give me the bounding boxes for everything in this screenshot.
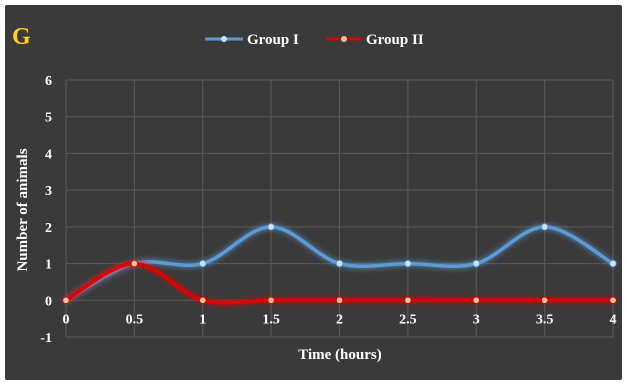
y-tick-label: -1 <box>40 331 52 346</box>
series-layer <box>62 223 617 305</box>
panel-label: G <box>12 24 31 50</box>
y-tick-label: 3 <box>45 184 52 199</box>
data-point-group-1 <box>472 259 480 268</box>
x-tick-label: 2.5 <box>399 312 417 327</box>
series-group-2 <box>62 259 617 305</box>
x-tick-label: 1 <box>199 312 206 327</box>
chart-background <box>5 5 622 380</box>
data-point-group-2 <box>404 296 412 304</box>
y-tick-label: 2 <box>45 221 52 236</box>
legend-item-group-1: Group I <box>205 32 299 48</box>
x-tick-label: 0.5 <box>126 312 144 327</box>
data-point-group-1 <box>404 259 412 268</box>
legend: Group I Group II <box>205 32 424 48</box>
legend-marker-group-1 <box>221 36 227 42</box>
legend-label-group-1: Group I <box>247 32 299 48</box>
x-tick-label: 2 <box>336 312 343 327</box>
x-tick-label: 3 <box>473 312 480 327</box>
y-axis-title: Number of animals <box>15 148 31 271</box>
data-point-group-1 <box>609 259 617 268</box>
y-tick-label: 6 <box>45 74 52 89</box>
tick-layer: -1 0 1 2 3 4 5 6 0 0.5 1 1.5 2 2.5 3 3.5 4 <box>40 74 616 346</box>
data-point-group-1 <box>199 259 207 268</box>
legend-label-group-2: Group II <box>366 32 424 48</box>
y-tick-label: 0 <box>45 294 52 309</box>
data-point-group-2 <box>199 296 207 304</box>
x-tick-label: 1.5 <box>262 312 280 327</box>
data-point-group-2 <box>472 296 480 304</box>
legend-marker-group-2 <box>341 36 347 42</box>
data-point-group-2 <box>62 296 70 304</box>
x-tick-label: 3.5 <box>536 312 554 327</box>
y-tick-label: 5 <box>45 111 52 126</box>
data-point-group-2 <box>335 296 344 304</box>
y-tick-label: 4 <box>45 147 52 162</box>
data-point-group-2 <box>130 259 138 268</box>
legend-item-group-2: Group II <box>326 32 424 48</box>
data-point-group-2 <box>609 296 617 304</box>
data-point-group-1 <box>541 223 549 231</box>
data-point-group-1 <box>335 259 344 268</box>
x-tick-label: 4 <box>610 312 617 327</box>
y-tick-label: 1 <box>45 258 52 273</box>
x-axis-title: Time (hours) <box>298 347 381 363</box>
data-point-group-2 <box>541 296 549 304</box>
data-point-group-1 <box>267 223 275 231</box>
data-point-group-2 <box>267 296 275 304</box>
x-tick-label: 0 <box>63 312 70 327</box>
